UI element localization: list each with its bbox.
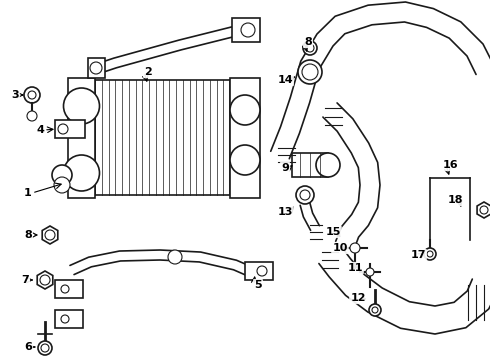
Polygon shape <box>37 271 53 289</box>
Circle shape <box>241 23 255 37</box>
Circle shape <box>90 62 102 74</box>
Text: 2: 2 <box>144 67 152 77</box>
Circle shape <box>61 285 69 293</box>
Circle shape <box>28 91 36 99</box>
Bar <box>95 80 230 195</box>
Circle shape <box>64 155 99 191</box>
Text: 16: 16 <box>442 160 458 170</box>
Bar <box>292 153 328 177</box>
Circle shape <box>257 266 267 276</box>
Circle shape <box>300 190 310 200</box>
Circle shape <box>303 41 317 55</box>
Circle shape <box>45 230 55 240</box>
Circle shape <box>369 304 381 316</box>
Circle shape <box>366 268 374 276</box>
Text: 6: 6 <box>24 342 32 352</box>
Polygon shape <box>232 18 260 42</box>
Circle shape <box>306 44 314 52</box>
Circle shape <box>58 124 68 134</box>
Polygon shape <box>42 226 58 244</box>
Circle shape <box>302 64 318 80</box>
Circle shape <box>54 177 70 193</box>
Circle shape <box>372 307 378 313</box>
Circle shape <box>168 250 182 264</box>
Bar <box>245 262 273 280</box>
Circle shape <box>40 275 50 285</box>
Circle shape <box>52 165 72 185</box>
Text: 1: 1 <box>24 188 32 198</box>
Circle shape <box>38 341 52 355</box>
Text: 3: 3 <box>11 90 19 100</box>
Bar <box>55 120 85 138</box>
Text: 8: 8 <box>304 37 312 47</box>
Polygon shape <box>88 58 105 78</box>
Bar <box>55 280 83 298</box>
Polygon shape <box>477 202 490 218</box>
Text: 12: 12 <box>350 293 366 303</box>
Circle shape <box>230 145 260 175</box>
Text: 14: 14 <box>277 75 293 85</box>
Text: 10: 10 <box>332 243 348 253</box>
Text: 5: 5 <box>254 280 262 290</box>
Text: 9: 9 <box>281 163 289 173</box>
Circle shape <box>41 344 49 352</box>
Circle shape <box>61 315 69 323</box>
Circle shape <box>298 60 322 84</box>
Circle shape <box>316 153 340 177</box>
Circle shape <box>27 111 37 121</box>
Bar <box>55 310 83 328</box>
Bar <box>230 78 260 198</box>
Circle shape <box>296 186 314 204</box>
Text: 15: 15 <box>325 227 341 237</box>
Text: 17: 17 <box>410 250 426 260</box>
Circle shape <box>427 251 433 257</box>
Text: 7: 7 <box>21 275 29 285</box>
Circle shape <box>64 88 99 124</box>
Text: 8: 8 <box>24 230 32 240</box>
Text: 18: 18 <box>447 195 463 205</box>
Circle shape <box>350 243 360 253</box>
Circle shape <box>24 87 40 103</box>
Circle shape <box>424 248 436 260</box>
Text: 11: 11 <box>347 263 363 273</box>
Text: 4: 4 <box>36 125 44 135</box>
Bar <box>68 78 95 198</box>
Circle shape <box>480 206 488 214</box>
Circle shape <box>230 95 260 125</box>
Text: 13: 13 <box>277 207 293 217</box>
